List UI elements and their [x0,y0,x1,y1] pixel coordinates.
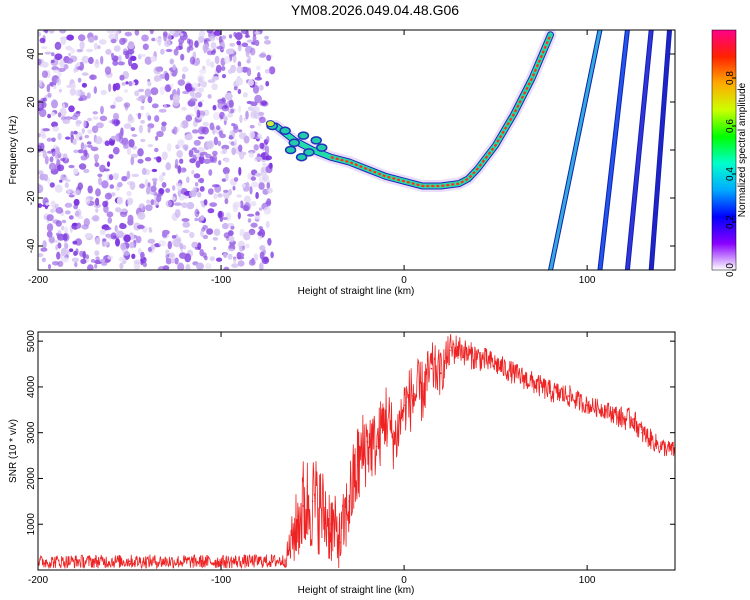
colorbar-ticks: 0.0 0.2 0.4 0.6 0.8 [725,71,736,277]
snr-point [632,418,634,420]
trace-blob [284,145,297,155]
steep-trace [549,30,602,270]
y-tick-label: -20 [26,190,37,205]
y-tick-label: 20 [26,96,37,108]
steep-trace [649,30,672,270]
y-tick-label: 4000 [26,375,37,398]
steep-trace [598,30,629,270]
snr-series-line [38,333,675,570]
snr-y-axis: 1000 2000 3000 4000 5000 [26,330,675,536]
y-tick-label: -40 [26,238,37,253]
snr-point [568,395,570,397]
trace-blob [297,131,310,140]
x-tick-label: -100 [211,575,231,586]
colorbar-tick-label: 0.6 [725,119,736,133]
steep-trace [625,30,653,270]
x-tick-label: 100 [579,575,596,586]
trace-blob [295,152,308,162]
y-tick-label: 5000 [26,330,37,353]
spectrogram-x-axis: -200 -100 0 100 [28,30,596,286]
x-tick-label: 0 [401,575,407,586]
y-tick-label: 0 [26,147,37,153]
trace-blob [315,143,328,152]
colorbar-label: Normalized spectral amplitude [737,82,748,217]
snr-y-label: SNR (10 * v/v) [8,419,19,483]
trace-blob [288,138,301,148]
trace-blob [279,126,291,136]
x-tick-label: 0 [401,275,407,286]
y-tick-label: 2000 [26,467,37,490]
x-tick-label: -200 [28,275,48,286]
trace-blob [265,120,275,128]
colorbar-tick-label: 0.8 [725,71,736,85]
snr-x-axis: -200 -100 0 100 [28,332,596,586]
snr-panel: -200 -100 0 100 1000 2000 3000 4000 5000 Height… [8,330,676,596]
snr-x-label: Height of straight line (km) [298,585,415,596]
spectrogram-y-label: Frequency (Hz) [8,116,19,185]
snr-point [430,367,433,370]
colorbar: 0.0 0.2 0.4 0.6 0.8 Normalized spectral ampl… [711,29,748,277]
main-trace-core [330,34,552,188]
trace-blob [310,136,322,145]
y-tick-label: 3000 [26,421,37,444]
spectrogram-noise [38,30,276,270]
spectrogram-y-axis: -40 -20 0 20 40 [26,48,675,253]
colorbar-tick-label: 0.0 [725,263,736,277]
colorbar-tick-label: 0.4 [725,167,736,181]
snr-point [128,560,131,563]
trace-blob [303,148,315,157]
spectrogram-data [38,30,673,270]
colorbar-tick-label: 0.2 [725,215,736,229]
snr-frame [37,331,676,571]
x-tick-label: -100 [211,275,231,286]
x-tick-label: 100 [579,275,596,286]
y-tick-label: 1000 [26,513,37,536]
spectrogram-x-label: Height of straight line (km) [298,286,415,297]
page-title: YM08.2026.049.04.48.G06 [290,2,460,18]
y-tick-label: 40 [26,48,37,60]
snr-data [38,333,675,570]
colorbar-gradient [711,29,737,271]
main-trace-halo [270,30,557,192]
x-tick-label: -200 [28,575,48,586]
